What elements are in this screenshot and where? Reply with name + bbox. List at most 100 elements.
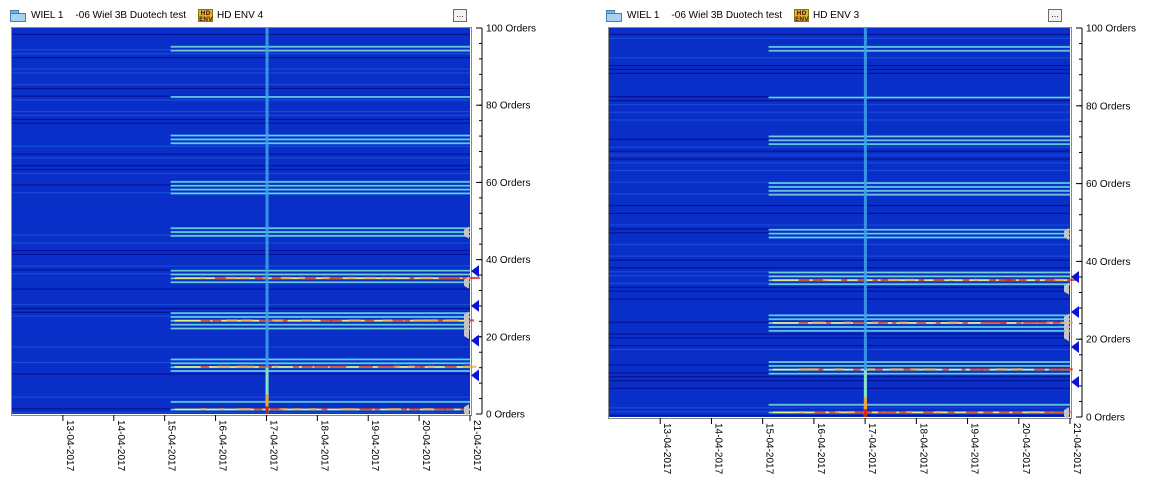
heatmap-cell-hot — [942, 368, 949, 371]
heatmap-row-highlight — [170, 274, 470, 275]
heatmap-row-faint — [609, 150, 1070, 152]
order-marker-blue — [471, 369, 479, 382]
heatmap-cell-hot — [374, 408, 380, 411]
heatmap-row-faint — [609, 99, 1070, 102]
heatmap-cell-hot — [377, 365, 387, 368]
heatmap-cell-hot — [266, 365, 272, 368]
heatmap-row-faint — [609, 68, 1070, 71]
heatmap-cell-hot — [843, 321, 852, 324]
y-tick-label: 20 Orders — [486, 332, 530, 343]
heatmap-cell-hot — [413, 319, 427, 322]
heatmap-cell-hot — [1051, 411, 1065, 414]
heatmap-cell-hot — [798, 278, 810, 281]
heatmap-cell-hot — [1000, 321, 1007, 324]
heatmap-row-faint — [12, 56, 470, 59]
heatmap-cell-hot — [409, 276, 415, 280]
heatmap-row-faint — [609, 119, 1070, 121]
heatmap-row-highlight — [170, 324, 470, 326]
heatmap-cell-hot — [462, 365, 477, 368]
heatmap-row-highlight — [768, 139, 1070, 141]
heatmap-cell-hot — [404, 319, 411, 322]
heatmap-cell-hot — [905, 278, 915, 281]
heatmap-row-faint — [609, 57, 1070, 59]
heatmap-row-faint — [12, 83, 470, 86]
heatmap-row-faint — [12, 87, 470, 90]
heatmap-cell-hot — [382, 276, 388, 280]
heatmap-row-faint — [609, 243, 1070, 246]
heatmap-cell-hot — [253, 408, 263, 411]
heatmap-cell-hot — [469, 276, 480, 280]
heatmap-cell-hot — [1052, 321, 1061, 324]
heatmap-cell-hot — [434, 408, 446, 411]
heatmap-cell-hot — [239, 276, 250, 280]
heatmap-spike-column-bright — [863, 370, 867, 417]
heatmap-cell-hot — [899, 411, 913, 414]
heatmap-cell-hot — [293, 365, 299, 368]
heatmap-cell-hot — [200, 365, 209, 368]
heatmap-row-faint — [12, 303, 470, 306]
heatmap-row-highlight — [170, 270, 470, 272]
more-options-button[interactable]: ... — [1048, 9, 1062, 22]
machine-name[interactable]: -06 Wiel 3B Duotech test — [75, 9, 187, 21]
heatmap-cell-hot — [885, 411, 897, 414]
heatmap-cell-hot — [364, 276, 376, 280]
measurement-name[interactable]: HD ENV 3 — [813, 9, 860, 21]
heatmap-cell-hot — [282, 319, 288, 322]
more-options-button[interactable]: ... — [453, 9, 467, 22]
heatmap-cell-hot — [922, 368, 936, 371]
heatmap-cell-hot — [420, 365, 425, 368]
heatmap-row-highlight — [768, 229, 1070, 231]
heatmap-row-highlight — [170, 328, 470, 330]
heatmap-row-highlight — [170, 359, 470, 360]
x-tick-label: 16-04-2017 — [815, 423, 826, 475]
heatmap-row-highlight — [170, 181, 470, 183]
heatmap-row-faint — [12, 265, 470, 267]
panel-header: WIEL 1 -06 Wiel 3B Duotech test HD ENV HD… — [606, 6, 859, 24]
heatmap-spike-column-hot — [863, 397, 867, 417]
heatmap-row-faint — [609, 169, 1070, 172]
x-tick-label: 19-04-2017 — [969, 423, 980, 475]
heatmap-chart: 0 Orders 20 Orders 40 Orders 60 Orders 80 Or… — [12, 24, 536, 472]
measurement-name[interactable]: HD ENV 4 — [217, 9, 264, 21]
x-tick-label: 17-04-2017 — [267, 420, 278, 472]
asset-name[interactable]: WIEL 1 — [627, 9, 660, 21]
heatmap-cell-hot — [214, 276, 227, 280]
heatmap-cell-hot — [444, 408, 454, 411]
heatmap-cell-hot — [1044, 411, 1052, 414]
heatmap-row-faint — [12, 53, 470, 55]
asset-name[interactable]: WIEL 1 — [31, 9, 64, 21]
heatmap-cell-hot — [812, 278, 824, 281]
heatmap-plot-area[interactable] — [11, 27, 472, 416]
x-tick-label: 20-04-2017 — [420, 420, 431, 472]
machine-name[interactable]: -06 Wiel 3B Duotech test — [671, 9, 783, 21]
heatmap-cell-hot — [424, 319, 435, 322]
heatmap-row-highlight — [170, 50, 470, 52]
heatmap-cell-hot — [852, 321, 866, 324]
order-marker-blue — [1071, 270, 1079, 283]
heatmap-row-faint — [609, 37, 1070, 39]
x-tick-label: 14-04-2017 — [712, 423, 723, 475]
heatmap-row-faint — [12, 396, 470, 398]
heatmap-cell-hot — [392, 319, 404, 322]
heatmap-row-faint — [12, 72, 470, 74]
heatmap-row-faint — [609, 255, 1070, 257]
y-tick-label: 80 Orders — [486, 101, 530, 112]
heatmap-cell-hot — [236, 365, 248, 368]
heatmap-row-highlight — [170, 281, 470, 283]
heatmap-cell-hot — [301, 365, 313, 368]
heatmap-row-faint — [12, 145, 470, 147]
y-tick-label: 80 Orders — [1086, 101, 1130, 112]
heatmap-cell-hot — [1018, 368, 1023, 371]
heatmap-plot-area[interactable] — [608, 27, 1072, 419]
y-tick-label: 0 Orders — [486, 410, 525, 421]
order-marker-blue — [1071, 340, 1079, 353]
heatmap-cell-hot — [1010, 368, 1023, 371]
heatmap-cell-hot — [1037, 321, 1050, 324]
heatmap-cell-hot — [407, 365, 417, 368]
heatmap-cell-hot — [428, 365, 435, 368]
heatmap-row-faint — [609, 387, 1070, 390]
heatmap-cell-hot — [872, 278, 878, 281]
heatmap-cell-hot — [437, 319, 444, 322]
heatmap-cell-hot — [857, 278, 866, 281]
heatmap-row-faint — [12, 157, 470, 159]
